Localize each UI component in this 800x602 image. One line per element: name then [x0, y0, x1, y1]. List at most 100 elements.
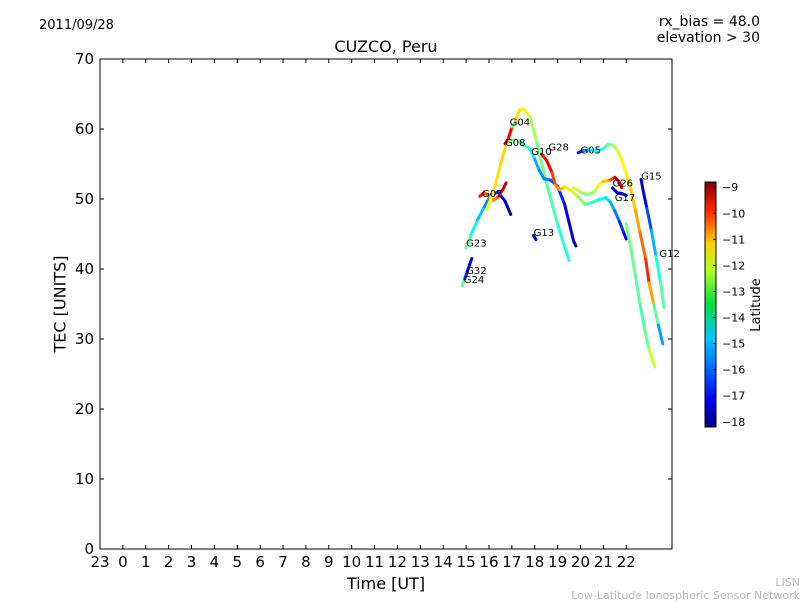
series-segment	[503, 199, 513, 216]
x-tick-label: 10	[342, 553, 361, 571]
x-tick-label: 3	[187, 553, 197, 571]
x-tick-label: 5	[233, 553, 243, 571]
colorbar: −9 −10 −11 −12 −13 −14 −15 −16 −17 −18 Latitude	[704, 181, 764, 429]
plot-frame	[99, 58, 673, 550]
series-segment	[464, 233, 473, 250]
series-g05	[576, 142, 665, 346]
series-segment	[469, 218, 479, 237]
colorbar-tick-label: −14	[722, 312, 745, 325]
series-g17	[611, 186, 628, 197]
meta-block: rx_bias = 48.0 elevation > 30	[657, 14, 760, 46]
series-segment	[576, 195, 587, 207]
x-axis-ticks: 23 0 1 2 3 4 5 6 7 8 9 10 11 12 13 14 15 16 17 18 19 20 21 22	[90, 59, 636, 571]
x-tick-label: 9	[324, 553, 334, 571]
x-tick-label: 2	[164, 553, 174, 571]
series-segment	[639, 177, 645, 194]
series-segment	[647, 348, 657, 369]
credit-org-name: Low-Latitude Ionospheric Sensor Network	[571, 589, 800, 602]
series-segment	[563, 202, 571, 224]
x-tick-label: 7	[278, 553, 288, 571]
series-segment	[506, 125, 514, 141]
y-tick-label: 70	[75, 50, 94, 68]
series-segment	[617, 180, 624, 190]
series-segment	[532, 233, 538, 242]
x-tick-label: 6	[255, 553, 265, 571]
colorbar-tick-label: −9	[722, 181, 738, 194]
colorbar-tick-label: −15	[722, 338, 745, 351]
x-tick-label: 12	[388, 553, 407, 571]
x-tick-label: 23	[90, 553, 109, 571]
series-segment	[647, 281, 656, 306]
series-segment	[608, 200, 617, 213]
y-tick-label: 30	[75, 330, 94, 348]
x-tick-label: 0	[118, 553, 128, 571]
series-segment	[528, 147, 537, 161]
colorbar-tick-label: −10	[722, 207, 745, 220]
y-tick-label: 0	[84, 540, 94, 558]
date-label: 2011/09/28	[39, 18, 114, 33]
x-tick-label: 19	[548, 553, 567, 571]
colorbar-tick-label: −11	[722, 233, 745, 246]
y-tick-label: 20	[75, 400, 94, 418]
series-segment	[633, 274, 642, 306]
x-tick-label: 13	[411, 553, 430, 571]
series-segment	[533, 157, 541, 172]
x-tick-label: 15	[457, 553, 476, 571]
series-layer	[461, 107, 666, 369]
series-segment	[510, 122, 516, 129]
x-tick-label: 4	[210, 553, 220, 571]
colorbar-tick-label: −12	[722, 259, 745, 272]
series-segment	[652, 302, 660, 327]
prn-label: G08	[505, 138, 525, 149]
y-tick-label: 50	[75, 190, 94, 208]
x-tick-label: 8	[301, 553, 311, 571]
x-tick-label: 20	[571, 553, 590, 571]
prn-label: G04	[510, 118, 530, 129]
prn-label: G32	[466, 266, 486, 277]
series-segment	[656, 323, 665, 346]
prn-label: G28	[548, 143, 568, 154]
series-segment	[476, 205, 486, 222]
y-tick-label: 40	[75, 260, 94, 278]
series-segment	[501, 181, 508, 192]
prn-label: G12	[659, 249, 679, 260]
series-segment	[620, 158, 628, 175]
series-segment	[645, 206, 653, 232]
prn-label: G24	[464, 275, 484, 286]
series-segment	[522, 107, 532, 119]
y-tick-label: 10	[75, 470, 94, 488]
series-g26	[572, 175, 624, 197]
prn-label: G26	[613, 178, 633, 189]
x-tick-label: 17	[502, 553, 521, 571]
series-segment	[641, 190, 649, 210]
x-tick-label: 11	[365, 553, 384, 571]
colorbar-gradient	[704, 181, 717, 428]
x-tick-label: 1	[141, 553, 151, 571]
series-segment	[617, 219, 626, 235]
colorbar-ticks: −9 −10 −11 −12 −13 −14 −15 −16 −17 −18	[713, 181, 745, 429]
x-axis-label: Time [UT]	[346, 574, 426, 593]
prn-label: G13	[534, 228, 554, 239]
series-segment	[613, 209, 621, 223]
series-segment	[633, 208, 642, 235]
series-segment	[629, 187, 637, 212]
series-segment	[567, 220, 576, 243]
series-segment	[468, 257, 474, 267]
series-segment	[512, 107, 522, 126]
chart-title: CUZCO, Peru	[334, 37, 438, 56]
series-segment	[654, 254, 663, 285]
series-segment	[485, 190, 495, 211]
x-tick-label: 22	[617, 553, 636, 571]
series-g13	[532, 233, 538, 242]
prn-label: G10	[531, 147, 551, 158]
series-segment	[528, 115, 539, 145]
series-segment	[638, 302, 646, 330]
prn-label: G23	[466, 239, 486, 250]
series-segment	[535, 141, 548, 184]
series-segment	[556, 222, 571, 263]
series-segment	[622, 231, 628, 241]
series-segment	[649, 229, 658, 258]
series-segment	[638, 231, 648, 261]
